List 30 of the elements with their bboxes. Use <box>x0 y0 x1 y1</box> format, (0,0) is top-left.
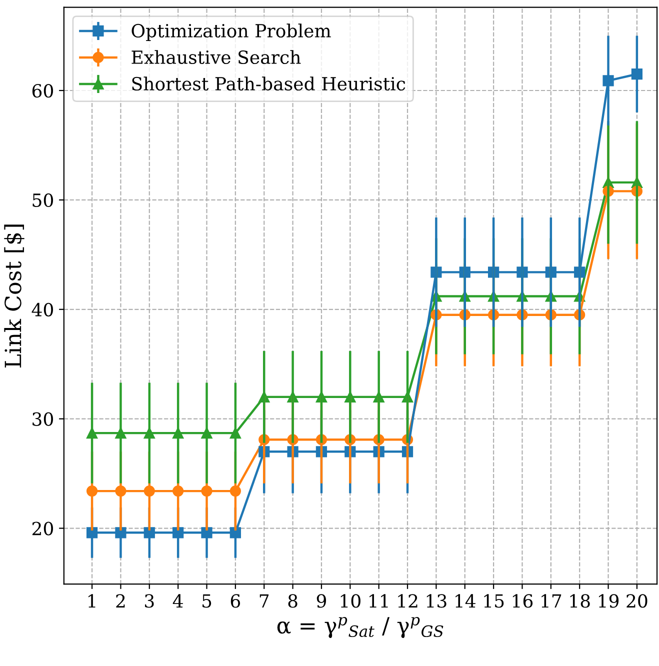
x-tick-label: 1 <box>88 594 96 608</box>
x-tick-label: 15 <box>484 594 504 608</box>
x-tick-label: 19 <box>598 594 619 608</box>
x-tick-label: 3 <box>145 594 154 608</box>
x-tick-label: 7 <box>260 594 269 608</box>
x-axis-title: α = γ$^{p}$$_{Sat}$ / γ$^{p}$$_{GS}$ <box>277 617 444 638</box>
legend-label: Exhaustive Search <box>132 50 301 64</box>
x-tick-label: 9 <box>316 594 326 608</box>
x-tick-label: 11 <box>370 594 388 608</box>
legend-label: Shortest Path-based Heuristic <box>132 76 406 91</box>
x-tick-label: 4 <box>172 594 183 608</box>
y-tick-label: 60 <box>32 84 53 98</box>
x-tick-label: 14 <box>456 594 476 608</box>
y-tick-label: 40 <box>32 302 53 316</box>
legend-label: Optimization Problem <box>132 24 331 42</box>
x-tick-label: 8 <box>288 594 298 608</box>
y-axis-title: Link Cost [$] <box>4 224 24 368</box>
x-tick-label: 2 <box>116 594 125 608</box>
x-tick-label: 5 <box>202 594 212 608</box>
x-tick-label: 13 <box>426 594 446 608</box>
x-tick-label: 6 <box>230 594 240 608</box>
x-tick-label: 17 <box>542 594 562 608</box>
x-tick-label: 10 <box>340 594 360 608</box>
y-tick-label: 30 <box>32 412 53 426</box>
y-tick-label: 50 <box>32 193 53 208</box>
x-tick-label: 16 <box>512 594 533 608</box>
x-tick-label: 18 <box>570 594 590 608</box>
x-tick-label: 20 <box>626 594 648 608</box>
x-tick-label: 12 <box>398 594 418 608</box>
y-tick-label: 20 <box>32 522 53 536</box>
